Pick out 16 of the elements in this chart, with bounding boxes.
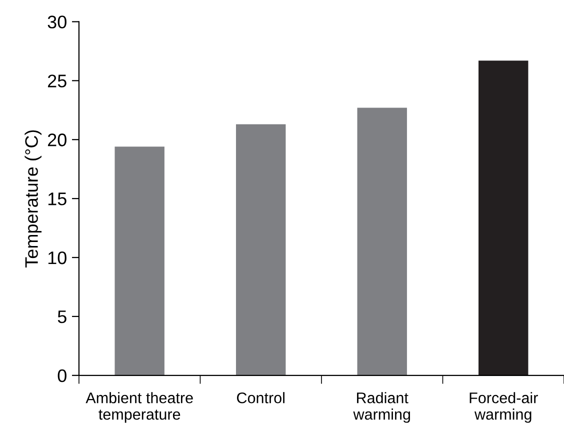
y-tick-label: 5 bbox=[58, 310, 66, 324]
bar bbox=[236, 124, 286, 376]
bar bbox=[114, 146, 164, 376]
bar bbox=[357, 108, 407, 376]
x-tick-label: Control bbox=[237, 392, 284, 404]
y-tick-label: 0 bbox=[58, 369, 66, 382]
y-tick-label: 20 bbox=[48, 134, 66, 146]
y-axis-title: Temperature (°C) bbox=[24, 130, 42, 268]
x-tick-label: Radiant warming bbox=[353, 392, 410, 423]
y-tick-label: 15 bbox=[48, 192, 66, 206]
y-tick-label: 25 bbox=[48, 74, 66, 88]
x-tick-label: Forced-air warming bbox=[470, 392, 538, 423]
y-tick-label: 30 bbox=[48, 16, 66, 28]
bar bbox=[478, 60, 528, 376]
x-tick-label: Ambient theatre temperature bbox=[86, 392, 193, 423]
y-tick-label: 10 bbox=[48, 251, 66, 264]
